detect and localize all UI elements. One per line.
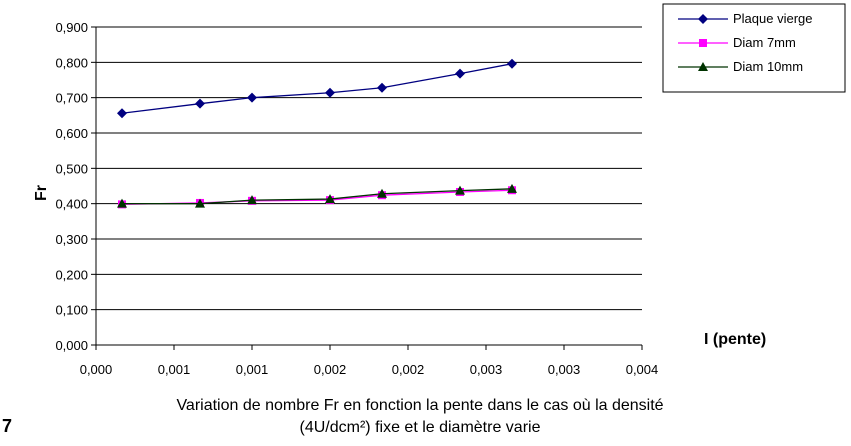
x-tick-label: 0,001 <box>158 362 191 377</box>
data-point <box>507 58 517 69</box>
legend-label: Diam 10mm <box>733 59 803 74</box>
y-tick-label: 0,200 <box>55 267 88 282</box>
y-tick-label: 0,700 <box>55 91 88 106</box>
x-tick-label: 0,000 <box>80 362 113 377</box>
x-tick-label: 0,002 <box>392 362 425 377</box>
caption-line-1: Variation de nombre Fr en fonction la pe… <box>176 397 664 414</box>
legend-label: Plaque vierge <box>733 11 813 26</box>
legend-marker <box>699 39 707 47</box>
legend-label: Diam 7mm <box>733 35 796 50</box>
data-point <box>195 98 205 109</box>
data-point <box>325 87 335 98</box>
series-plaque-vierge <box>117 58 517 119</box>
y-tick-label: 0,600 <box>55 126 88 141</box>
series-line <box>121 189 513 206</box>
data-point <box>325 194 335 204</box>
y-tick-label: 0,100 <box>55 303 88 318</box>
y-tick-label: 0,900 <box>55 20 88 35</box>
legend-marker <box>698 14 708 24</box>
chart-caption: Variation de nombre Fr en fonction la pe… <box>60 395 780 439</box>
series-diam-10mm <box>117 183 517 208</box>
x-tick-label: 0,004 <box>626 362 659 377</box>
y-tick-label: 0,000 <box>55 338 88 353</box>
data-point <box>507 183 517 193</box>
grid-lines <box>91 26 642 346</box>
data-point <box>377 82 387 93</box>
x-tick-label: 0,001 <box>236 362 269 377</box>
y-axis-label: Fr <box>33 185 50 201</box>
x-tick-labels: 0,000 0,001 0,001 0,002 0,002 0,003 0,003 0,004 <box>80 362 659 377</box>
page-number: 7 <box>2 416 13 436</box>
y-tick-label: 0,800 <box>55 55 88 70</box>
legend-marker <box>698 62 708 71</box>
series-line <box>121 63 513 114</box>
data-point <box>247 92 257 103</box>
x-axis-label: I (pente) <box>704 331 766 348</box>
axes <box>95 27 643 350</box>
x-tick-label: 0,003 <box>548 362 581 377</box>
y-tick-labels: 0,000 0,100 0,200 0,300 0,400 0,500 0,600 0,700… <box>55 20 88 353</box>
y-tick-label: 0,500 <box>55 161 88 176</box>
data-point <box>195 198 205 208</box>
series-diam-7mm <box>118 186 516 209</box>
series-line <box>122 188 513 205</box>
legend: Plaque vierge Diam 7mm Diam 10mm <box>662 3 846 93</box>
data-point <box>117 198 127 208</box>
caption-line-2: (4U/dcm²) fixe et le diamètre varie <box>299 419 541 436</box>
data-point <box>117 108 127 119</box>
y-tick-label: 0,300 <box>55 232 88 247</box>
series-group <box>117 58 517 209</box>
y-tick-label: 0,400 <box>55 197 88 212</box>
data-point <box>455 185 465 195</box>
data-point <box>247 195 257 205</box>
data-point <box>377 188 387 198</box>
x-tick-label: 0,002 <box>314 362 347 377</box>
data-point <box>455 68 465 79</box>
x-tick-label: 0,003 <box>470 362 503 377</box>
